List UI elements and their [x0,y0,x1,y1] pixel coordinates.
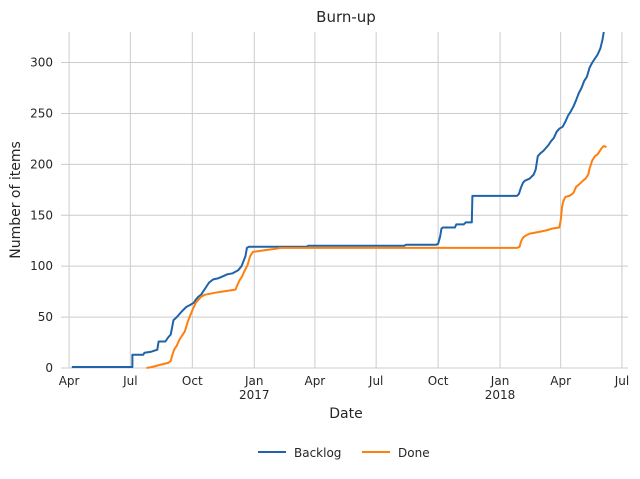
x-tick-label: Jan [490,374,510,388]
x-tick-label: Apr [550,374,571,388]
y-tick-label: 50 [38,310,53,324]
series-line-backlog [71,31,605,368]
y-tick-label: 250 [30,106,53,120]
y-tick-label: 0 [45,361,53,375]
x-tick-label: Jan [244,374,264,388]
series-lines [71,31,607,369]
y-tick-label: 300 [30,56,53,70]
x-tick-year-label: 2018 [485,388,516,402]
x-tick-label: Jul [368,374,383,388]
x-tick-label: Apr [59,374,80,388]
x-axis-label: Date [329,406,362,422]
x-tick-label: Jul [122,374,137,388]
y-tick-label: 200 [30,157,53,171]
x-tick-label: Oct [182,374,203,388]
legend-label-backlog: Backlog [294,446,341,460]
x-tick-label: Jul [614,374,629,388]
x-tick-label: Apr [304,374,325,388]
y-axis-label: Number of items [8,141,24,259]
legend-label-done: Done [398,446,430,460]
legend: Backlog Done [258,446,430,460]
y-tick-label: 150 [30,208,53,222]
chart-title: Burn-up [316,8,376,26]
series-line-done [146,145,607,369]
x-tick-year-label: 2017 [239,388,270,402]
grid-lines [61,32,628,369]
y-tick-label: 100 [30,259,53,273]
x-tick-label: Oct [428,374,449,388]
